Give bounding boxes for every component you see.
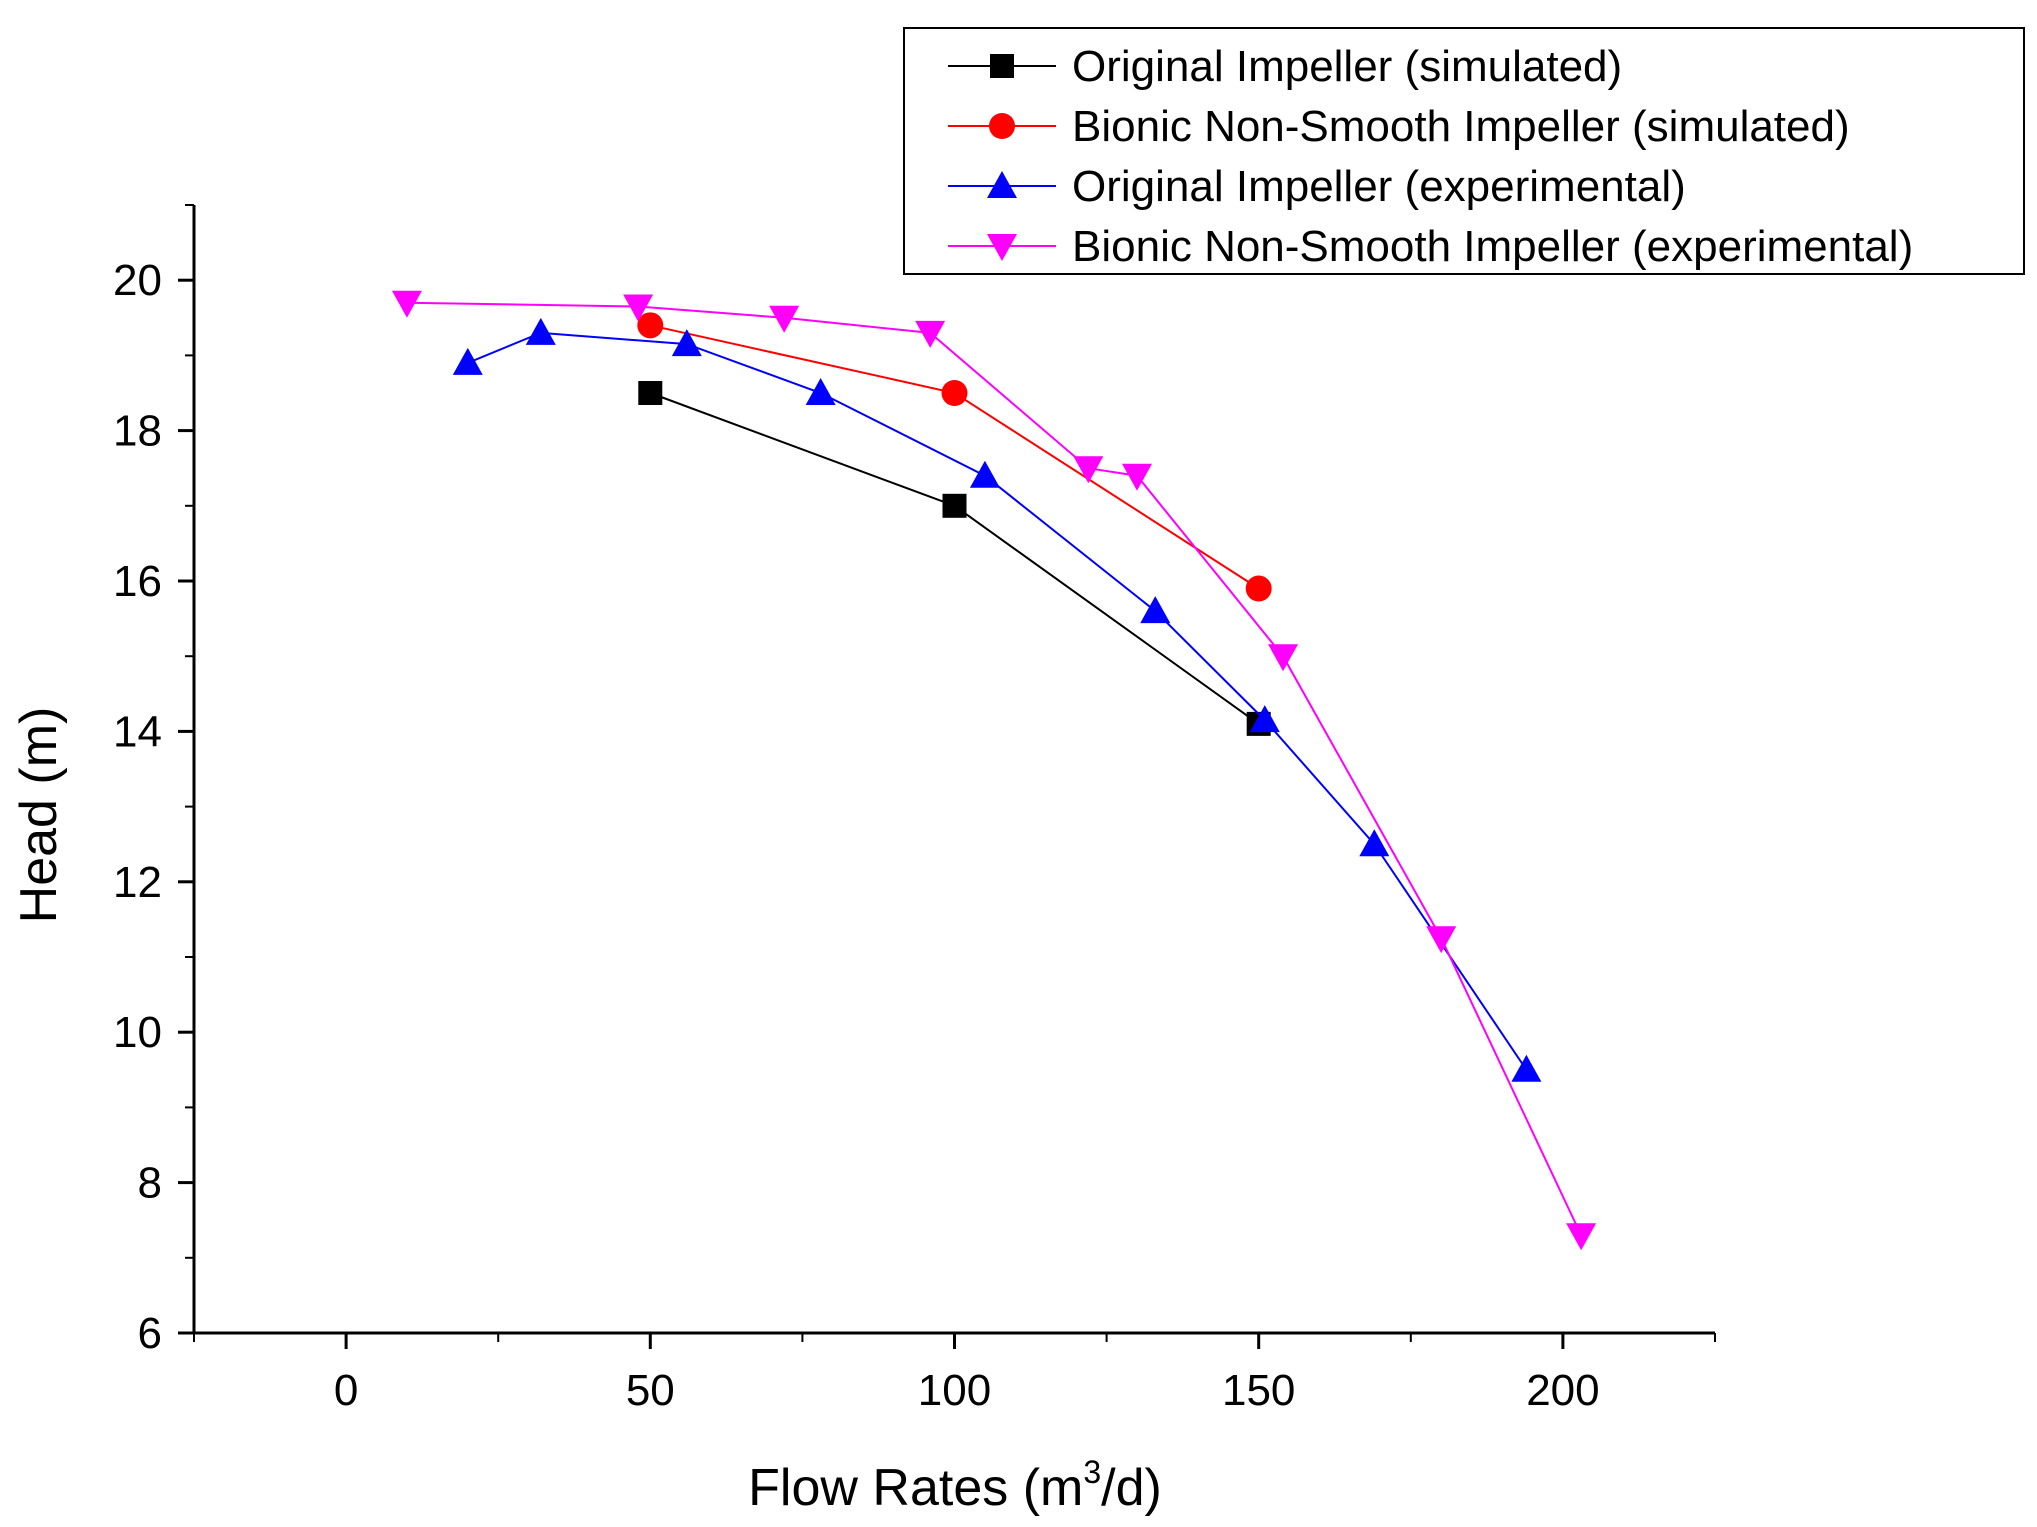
series-2-line	[467, 331, 1528, 1071]
series-3-point-8	[1566, 1223, 1597, 1251]
series-0	[638, 381, 1271, 736]
series-2	[452, 317, 1542, 1082]
legend-label-3: Bionic Non-Smooth Impeller (experimental…	[1072, 222, 1913, 271]
legend-entry-2: Original Impeller (experimental)	[948, 162, 1686, 211]
series-0-line	[649, 392, 1260, 725]
legend-label-1: Bionic Non-Smooth Impeller (simulated)	[1072, 102, 1850, 151]
series-3-point-0	[391, 290, 422, 318]
x-axis-title: Flow Rates (m3/d)	[748, 1454, 1162, 1517]
x-tick-label-4: 200	[1526, 1366, 1599, 1415]
series-1	[637, 312, 1272, 602]
y-tick-label-4: 14	[113, 707, 162, 756]
series-3-point-2	[769, 305, 800, 333]
series-2-point-4	[969, 460, 1000, 488]
y-tick-label-1: 8	[138, 1159, 162, 1208]
legend-marker-1	[989, 113, 1015, 139]
series-2-point-8	[1511, 1054, 1542, 1082]
y-tick-label-6: 18	[113, 407, 162, 456]
x-tick-label-1: 50	[626, 1366, 675, 1415]
y-tick-label-0: 6	[138, 1309, 162, 1358]
legend-marker-2	[987, 171, 1017, 198]
x-axis-label-end: /d)	[1101, 1459, 1162, 1517]
series-1-point-1	[941, 380, 968, 406]
series-3-point-6	[1268, 644, 1299, 672]
series-1-point-2	[1245, 575, 1272, 602]
series-1-point-0	[637, 312, 664, 339]
legend-box	[903, 27, 2025, 275]
y-tick-label-5: 16	[113, 557, 162, 606]
series-2-point-7	[1359, 829, 1390, 857]
series-3-point-1	[623, 294, 654, 322]
x-tick-label-2: 100	[918, 1366, 991, 1415]
x-tick-label-3: 150	[1222, 1366, 1295, 1415]
series-layer	[391, 290, 1597, 1251]
x-tick-label-0: 0	[334, 1366, 358, 1415]
y-tick-label-2: 10	[113, 1008, 162, 1057]
series-2-point-2	[671, 329, 702, 357]
legend-entry-1: Bionic Non-Smooth Impeller (simulated)	[948, 102, 1850, 151]
legend-label-0: Original Impeller (simulated)	[1072, 42, 1622, 91]
series-3-point-7	[1426, 926, 1457, 954]
series-2-point-5	[1140, 596, 1171, 624]
legend-label-2: Original Impeller (experimental)	[1072, 162, 1686, 211]
series-0-point-1	[942, 493, 967, 518]
legend-marker-0	[990, 54, 1014, 78]
y-axis-title: Head (m)	[10, 707, 68, 924]
y-axis-label: Head (m)	[10, 707, 68, 924]
series-0-point-0	[638, 381, 663, 405]
series-2-point-6	[1249, 705, 1280, 733]
series-3-point-5	[1122, 463, 1153, 491]
series-2-point-0	[452, 347, 483, 375]
series-3	[391, 290, 1597, 1251]
y-tick-label-7: 20	[113, 256, 162, 305]
legend-entry-0: Original Impeller (simulated)	[948, 42, 1622, 91]
series-2-point-1	[525, 317, 556, 345]
series-3-point-3	[915, 320, 946, 348]
x-axis-label: Flow Rates (m3/d)	[748, 1454, 1162, 1517]
series-3-point-4	[1073, 456, 1104, 484]
legend-entry-3: Bionic Non-Smooth Impeller (experimental…	[948, 222, 1913, 271]
legend-marker-3	[987, 234, 1017, 261]
axes: 0 50 100 150 200 6 8 10 12 14 16 18 20	[113, 204, 1716, 1415]
x-axis-label-base: Flow Rates (m	[748, 1459, 1083, 1517]
legend: Original Impeller (simulated) Bionic Non-…	[903, 27, 2025, 275]
series-3-line	[406, 301, 1583, 1236]
series-2-point-3	[805, 378, 836, 405]
x-axis-label-superscript: 3	[1083, 1454, 1101, 1490]
y-tick-label-3: 12	[113, 858, 162, 907]
